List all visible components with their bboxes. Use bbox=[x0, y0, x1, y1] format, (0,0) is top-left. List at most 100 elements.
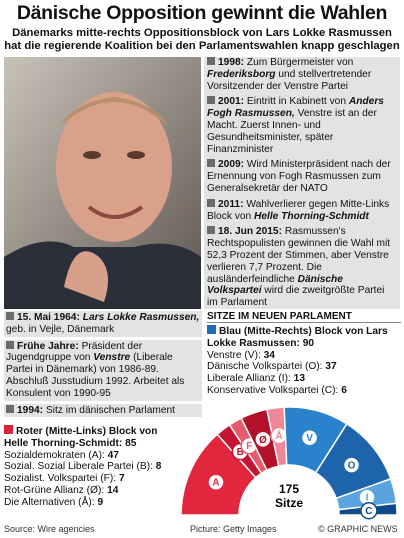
party-row: Sozialdemokraten (A): 47 bbox=[4, 450, 180, 462]
party-name: Konservative Volkspartei (C): bbox=[207, 384, 339, 396]
party-row: Die Alternativen (Å): 9 bbox=[4, 497, 180, 509]
bullet bbox=[207, 198, 215, 207]
biography: 15. Mai 1964: Lars Lokke Rasmussen, geb.… bbox=[4, 311, 202, 420]
entry-text: Dänische Volkspartei bbox=[207, 273, 343, 297]
entry: 2011: Wahlverlierer gegen Mitte-Links Bl… bbox=[207, 198, 397, 223]
party-letter: I bbox=[366, 493, 369, 504]
entry-text: Sitz im dänischen Parlament bbox=[45, 404, 176, 416]
party-name: Sozialist. Volkspartei (F): bbox=[4, 473, 117, 485]
source: Source: Wire agencies bbox=[4, 524, 95, 534]
block-title: Roter (Mitte-Links) Block von Helle Thor… bbox=[4, 425, 180, 450]
party-letter: Å bbox=[275, 429, 282, 442]
bullet bbox=[207, 96, 215, 105]
block-seats: 85 bbox=[125, 437, 137, 449]
party-letter: B bbox=[237, 447, 244, 458]
credit: © GRAPHIC NEWS bbox=[318, 524, 398, 534]
party-badge bbox=[254, 430, 272, 449]
party-row: Rot-Grüne Allianz (Ø): 14 bbox=[4, 485, 180, 497]
entry-text: Zum Bürgermeister von bbox=[246, 57, 354, 68]
entry-text: Wahlverlierer gegen Mitte-Links Block vo… bbox=[207, 198, 390, 222]
party-letter: C bbox=[365, 506, 372, 517]
entry-text: Eintritt in Kabinett von bbox=[246, 96, 349, 108]
party-badge bbox=[360, 501, 378, 520]
party-name: Sozial. Sozial Liberale Partei (B): bbox=[4, 461, 153, 473]
party-letter: F bbox=[246, 441, 252, 452]
bullet bbox=[6, 404, 14, 413]
entry-date: 18. Jun 2015: bbox=[218, 226, 282, 238]
entry: 1994: Sitz im dänischen Parlament bbox=[4, 403, 202, 418]
block-title: Blau (Mitte-Rechts) Block von Lars Lokke… bbox=[207, 325, 401, 350]
party-seats: 13 bbox=[293, 373, 305, 385]
timeline: 1998: Zum Bürgermeister von Frederiksbor… bbox=[204, 57, 400, 309]
entry-text: Venstre bbox=[93, 352, 131, 364]
party-letter: A bbox=[212, 478, 219, 489]
blue-block: Blau (Mitte-Rechts) Block von Lars Lokke… bbox=[207, 325, 401, 397]
entry: Frühe Jahre: Präsident der Jugendgruppe … bbox=[4, 339, 202, 401]
party-seats: 34 bbox=[263, 349, 275, 361]
party-seats: 6 bbox=[341, 384, 347, 396]
party-name: Die Alternativen (Å): bbox=[4, 496, 95, 508]
block-name: Blau (Mitte-Rechts) Block von Lars Lokke… bbox=[207, 326, 388, 349]
party-name: Dänische Volkspartei (O): bbox=[207, 361, 323, 373]
title: Dänische Opposition gewinnt die Wahlen bbox=[16, 2, 388, 24]
party-letter: Ø bbox=[259, 435, 267, 446]
party-seats: 9 bbox=[97, 496, 104, 508]
block-name: Roter (Mitte-Links) Block von Helle Thor… bbox=[4, 426, 158, 449]
party-row: Konservative Volkspartei (C): 6 bbox=[207, 385, 401, 397]
party-badge bbox=[342, 456, 361, 474]
entry-text: Lars Lokke Rasmussen, bbox=[82, 312, 200, 323]
entry-text: Wird Ministerpräsident nach der Ernennun… bbox=[207, 159, 391, 194]
party-row: Liberale Allianz (I): 13 bbox=[207, 373, 401, 385]
entry-text: Rasmussen's Rechtspopulisten gewinnen di… bbox=[207, 226, 391, 285]
entry-text: geb. in Vejle, Dänemark bbox=[6, 323, 115, 335]
party-row: Dänische Volkspartei (O): 37 bbox=[207, 361, 401, 373]
party-name: Venstre (V): bbox=[207, 349, 261, 361]
party-row: Sozialist. Volkspartei (F): 7 bbox=[4, 473, 180, 485]
party-row: Venstre (V): 34 bbox=[207, 350, 401, 362]
party-badge bbox=[207, 473, 225, 491]
total-seats: 175 bbox=[279, 482, 299, 496]
entry: 2009: Wird Ministerpräsident nach der Er… bbox=[207, 159, 397, 194]
red-block: Roter (Mitte-Links) Block von Helle Thor… bbox=[4, 425, 180, 509]
bullet bbox=[6, 312, 14, 320]
party-seats: 37 bbox=[325, 361, 337, 373]
party-name: Sozialdemokraten (A): bbox=[4, 449, 105, 461]
party-seats: 8 bbox=[155, 461, 162, 473]
party-row: Sozial. Sozial Liberale Partei (B): 8 bbox=[4, 461, 180, 473]
bullet bbox=[6, 340, 14, 349]
bullet bbox=[207, 226, 215, 235]
entry-text: Venstre ist an der Macht. Zuerst Innen- … bbox=[207, 108, 377, 155]
subtitle: Dänemarks mitte-rechts Oppositionsblock … bbox=[4, 27, 400, 52]
entry-text: Präsident der Jugendgruppe von bbox=[6, 340, 143, 364]
entry-date: 15. Mai 1964: bbox=[17, 312, 80, 323]
entry-text: Helle Thorning-Schmidt bbox=[254, 210, 369, 222]
entry-text: Frederiksborg bbox=[207, 68, 276, 80]
total-label: Sitze bbox=[275, 496, 303, 510]
entry: 1998: Zum Bürgermeister von Frederiksbor… bbox=[207, 57, 397, 92]
entry: 15. Mai 1964: Lars Lokke Rasmussen, geb.… bbox=[4, 311, 202, 337]
entry-text: wird die zweitgrößte Partei im Parlament bbox=[207, 285, 385, 309]
bullet bbox=[207, 159, 215, 168]
party-badge bbox=[300, 428, 319, 447]
entry-date: 2009: bbox=[218, 159, 245, 171]
block-seats: 90 bbox=[302, 337, 315, 349]
entry-date: 1998: bbox=[218, 57, 245, 68]
party-letter: V bbox=[306, 433, 313, 444]
party-seats: 14 bbox=[107, 484, 119, 496]
picture-credit: Picture: Getty Images bbox=[190, 524, 277, 534]
parliament-heading: SITZE IM NEUEN PARLAMENT bbox=[207, 311, 401, 323]
party-name: Rot-Grüne Allianz (Ø): bbox=[4, 484, 105, 496]
entry-date: 1994: bbox=[17, 404, 44, 416]
entry-text: (Liberale Partei in Dänemark) von 1986-8… bbox=[6, 352, 185, 399]
entry: 2001: Eintritt in Kabinett von Anders Fo… bbox=[207, 96, 397, 155]
entry-text: und stellvertretender Vorsitzender der V… bbox=[207, 68, 372, 92]
entry-date: Frühe Jahre: bbox=[17, 340, 79, 352]
entry-date: 2001: bbox=[218, 96, 245, 108]
bullet bbox=[207, 57, 215, 65]
photo bbox=[4, 57, 201, 309]
party-seats: 47 bbox=[107, 449, 119, 461]
party-letter: O bbox=[348, 461, 356, 472]
block-swatch bbox=[207, 325, 216, 334]
